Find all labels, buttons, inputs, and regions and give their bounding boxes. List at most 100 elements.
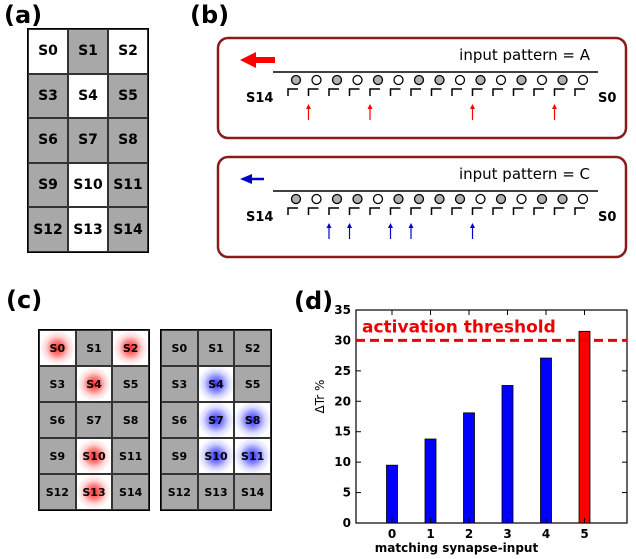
synapse-node <box>536 193 548 205</box>
synapse-hook <box>369 207 380 215</box>
synapse-hook <box>430 88 442 96</box>
x-tick-label: 5 <box>580 527 588 541</box>
grid-cell: S6 <box>161 402 198 438</box>
grid-cell: S3 <box>39 366 76 402</box>
synapse-node <box>290 193 302 205</box>
grid-cell: S9 <box>39 438 76 474</box>
synapse-node <box>413 74 425 86</box>
grid-a-cell: S13 <box>68 207 108 252</box>
synapse-node <box>577 193 589 205</box>
bar <box>424 438 437 524</box>
grid-cell: S11 <box>112 438 149 474</box>
x-tick-label: 0 <box>388 527 396 541</box>
grid-cell: S12 <box>161 474 198 510</box>
synapse-grid-pattern-c: S0 S1 S2 S3 S4 S5 S6 S7 S8 S9 S10 S11 S12 S13 S14 <box>160 329 272 511</box>
synapse-node <box>311 193 322 205</box>
grid-a-cell: S8 <box>108 118 148 163</box>
synapse-node <box>311 74 322 86</box>
synapse-grid-pattern-a: S0 S1 S2 S3 S4 S5 S6 S7 S8 S9 S10 S11 S12 S13 S14 <box>38 329 150 511</box>
grid-a-cell: S7 <box>68 118 108 163</box>
synapse-node <box>557 193 568 205</box>
input-arrow-icon <box>388 223 393 228</box>
pattern-box-frame <box>216 36 628 140</box>
pattern-title: input pattern = C <box>459 165 590 183</box>
synapse-hook <box>553 207 565 215</box>
synapse-hook <box>389 207 401 215</box>
synapse-node <box>290 74 302 86</box>
synapse-node <box>557 74 568 86</box>
x-tick-label: 3 <box>503 527 511 541</box>
bar <box>578 330 591 524</box>
row-right-label: S0 <box>598 91 616 106</box>
synapse-hook <box>287 88 298 96</box>
synapse-node <box>495 193 507 205</box>
y-tick-label: 30 <box>334 333 351 347</box>
grid-cell: S11 <box>234 438 271 474</box>
synapse-node <box>352 193 363 205</box>
grid-cell: S14 <box>112 474 149 510</box>
grid-a-cell: S4 <box>68 73 108 119</box>
grid-cell: S7 <box>75 402 113 438</box>
direction-arrow-icon <box>240 52 256 68</box>
grid-cell: S2 <box>112 330 149 366</box>
synapse-hook <box>307 207 319 215</box>
synapse-node <box>393 193 404 205</box>
grid-a-cell: S5 <box>108 73 148 119</box>
grid-a-cell: S12 <box>28 207 68 252</box>
panel-label-d: (d) <box>294 287 334 315</box>
synapse-node <box>577 74 589 86</box>
panel-label-b: (b) <box>190 1 230 29</box>
synapse-node <box>393 74 404 86</box>
grid-cell: S5 <box>112 366 149 402</box>
synapse-hook <box>287 207 298 215</box>
grid-cell: S10 <box>75 438 113 474</box>
panel-label-c: (c) <box>6 286 43 314</box>
grid-a-cell: S11 <box>108 162 148 208</box>
synapse-node <box>475 74 486 86</box>
synapse-node <box>331 74 343 86</box>
grid-cell: S4 <box>197 366 235 402</box>
grid-a-cell: S3 <box>28 73 68 119</box>
y-axis-label: ΔTr % <box>313 380 327 414</box>
bar <box>501 385 514 524</box>
bar <box>540 357 552 524</box>
synapse-hook <box>512 88 524 96</box>
x-tick-label: 1 <box>426 527 434 541</box>
synapse-hook <box>389 88 401 96</box>
synapse-hook <box>553 88 565 96</box>
bar <box>386 464 398 524</box>
grid-a-cell: S6 <box>28 118 68 163</box>
synapse-node <box>434 193 445 205</box>
grid-cell: S5 <box>234 366 271 402</box>
grid-cell: S9 <box>161 438 198 474</box>
synapse-hook <box>328 88 339 96</box>
grid-cell: S1 <box>197 330 235 366</box>
synapse-hook <box>492 207 503 215</box>
y-tick-label: 10 <box>334 455 351 469</box>
grid-cell: S4 <box>75 366 113 402</box>
y-tick-label: 35 <box>334 303 351 317</box>
synapse-hook <box>533 88 544 96</box>
grid-cell: S3 <box>161 366 198 402</box>
synapse-hook <box>348 88 360 96</box>
synapse-hook <box>348 207 360 215</box>
bar <box>463 412 475 524</box>
synapse-hook <box>328 207 339 215</box>
synapse-hook <box>492 88 503 96</box>
synapse-node <box>454 74 466 86</box>
synapse-hook <box>574 88 585 96</box>
synapse-node <box>536 74 548 86</box>
synapse-hook <box>430 207 442 215</box>
grid-cell: S2 <box>234 330 271 366</box>
synapse-hook <box>410 207 421 215</box>
synapse-node <box>516 74 527 86</box>
x-axis-label: matching synapse-input <box>375 541 539 555</box>
grid-a-cell: S10 <box>68 162 108 208</box>
pattern-box: input pattern = A S14 S0 <box>216 36 628 140</box>
y-tick-label: 5 <box>343 486 351 500</box>
grid-cell: S1 <box>75 330 113 366</box>
input-arrow-icon <box>470 223 475 228</box>
y-tick-label: 20 <box>334 394 351 408</box>
x-tick-label: 4 <box>542 527 550 541</box>
grid-a-cell: S9 <box>28 162 68 208</box>
